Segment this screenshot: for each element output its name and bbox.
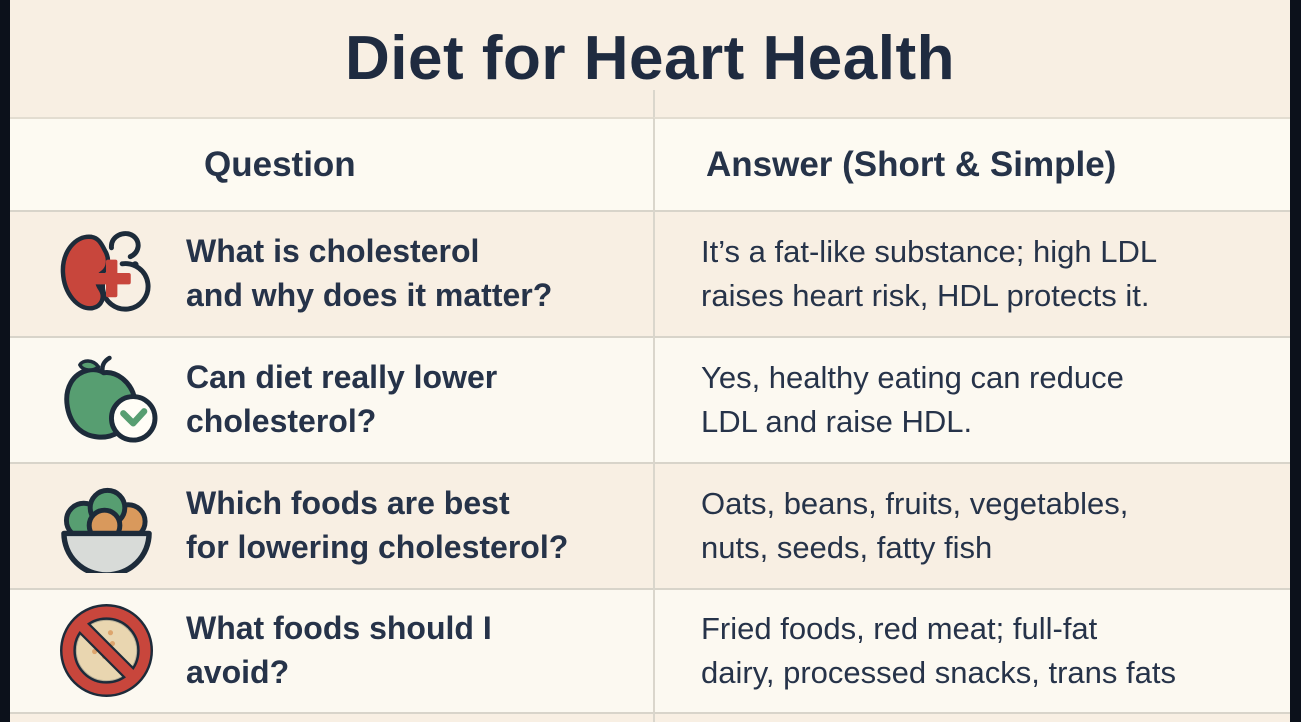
table-row-3-answer: Oats, beans, fruits, vegetables, nuts, s… [653,462,1290,588]
column-divider [653,90,655,117]
table-row-4-question: What foods should I avoid? [10,588,653,712]
answer-text: Fried foods, red meat; full-fat dairy, p… [701,610,1176,690]
answer-text: Yes, healthy eating can reduce LDL and r… [701,359,1124,439]
question-text: Which foods are best for lowering choles… [186,485,569,565]
table-row-3-question: Which foods are best for lowering choles… [10,462,653,588]
title-band: Diet for Heart Health [10,0,1290,117]
apple-check-icon [54,353,160,447]
table-row-4-answer: Fried foods, red meat; full-fat dairy, p… [653,588,1290,712]
infographic-content: Diet for Heart Health Question Answer (S… [10,0,1290,722]
question-text: What foods should I avoid? [186,610,492,690]
table-row-5-question-partial [10,712,653,722]
table-row-1-answer: It’s a fat-like substance; high LDL rais… [653,210,1290,336]
question-column-header: Question [204,144,356,184]
table-row-2-question: Can diet really lower cholesterol? [10,336,653,462]
table-row-5-answer-partial [653,712,1290,722]
question-text: What is cholesterol and why does it matt… [186,233,553,313]
fruit-bowl-icon [54,479,160,573]
qa-table: Question Answer (Short & Simple) [10,117,1290,722]
kidney-medical-question-icon [54,227,160,321]
table-row-1-question: What is cholesterol and why does it matt… [10,210,653,336]
no-food-icon [54,604,160,698]
table-row-2-answer: Yes, healthy eating can reduce LDL and r… [653,336,1290,462]
answer-column-header-cell: Answer (Short & Simple) [653,117,1290,210]
question-text: Can diet really lower cholesterol? [186,359,498,439]
answer-text: Oats, beans, fruits, vegetables, nuts, s… [701,485,1129,565]
answer-text: It’s a fat-like substance; high LDL rais… [701,233,1158,313]
page-title: Diet for Heart Health [345,24,955,93]
answer-column-header: Answer (Short & Simple) [706,144,1117,184]
question-column-header-cell: Question [10,117,653,210]
